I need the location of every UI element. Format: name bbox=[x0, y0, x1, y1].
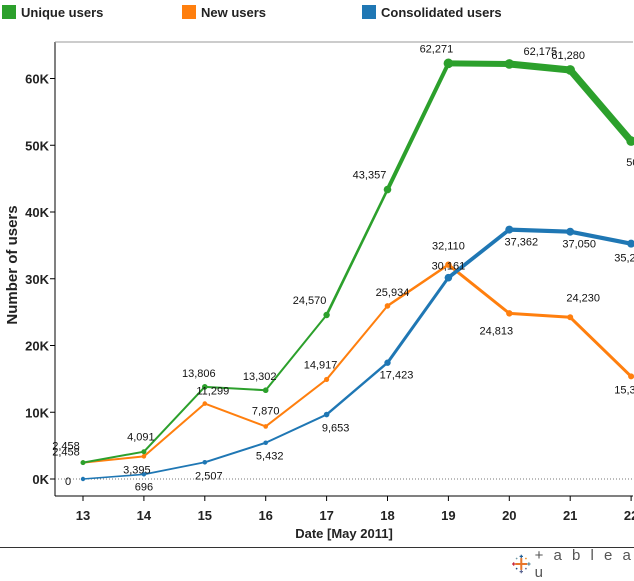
data-point-consolidated-users bbox=[81, 477, 85, 481]
line-segment-unique-users bbox=[570, 70, 631, 141]
y-tick-label: 50K bbox=[25, 138, 49, 153]
x-tick-label: 18 bbox=[380, 508, 394, 523]
data-label-new-users: 14,917 bbox=[304, 359, 338, 371]
data-label-unique-users: 50,629 bbox=[626, 157, 634, 169]
data-label-consolidated-users: 37,050 bbox=[562, 239, 596, 251]
line-segment-new-users bbox=[570, 317, 631, 376]
data-point-unique-users bbox=[505, 59, 515, 69]
data-point-consolidated-users bbox=[324, 412, 330, 418]
data-point-new-users bbox=[385, 303, 391, 309]
data-label-consolidated-users: 9,653 bbox=[322, 423, 350, 435]
line-segment-unique-users bbox=[509, 64, 570, 70]
data-label-new-users: 7,870 bbox=[252, 405, 280, 417]
data-label-new-users: 24,230 bbox=[566, 292, 600, 304]
data-label-new-users: 2,458 bbox=[52, 441, 80, 453]
data-point-unique-users bbox=[81, 460, 86, 465]
data-label-consolidated-users: 2,507 bbox=[195, 470, 223, 482]
tableau-logo: + a b l e a u bbox=[512, 553, 634, 575]
tableau-wordmark: + a b l e a u bbox=[535, 547, 634, 581]
series-new-users bbox=[81, 261, 634, 464]
data-point-consolidated-users bbox=[203, 460, 208, 465]
data-point-new-users bbox=[324, 377, 329, 382]
data-point-consolidated-users bbox=[445, 274, 453, 282]
x-tick-label: 15 bbox=[198, 508, 212, 523]
data-point-consolidated-users bbox=[384, 360, 390, 366]
data-point-unique-users bbox=[263, 387, 269, 393]
line-segment-consolidated-users bbox=[509, 230, 570, 232]
data-label-new-users: 25,934 bbox=[376, 287, 410, 299]
data-label-unique-users: 24,570 bbox=[293, 295, 327, 307]
x-tick-label: 22 bbox=[624, 508, 634, 523]
data-label-unique-users: 62,271 bbox=[420, 43, 454, 55]
y-tick-label: 40K bbox=[25, 205, 49, 220]
line-segment-new-users bbox=[509, 313, 570, 317]
y-axis-title: Number of users bbox=[4, 205, 21, 324]
series-unique-users bbox=[81, 59, 634, 466]
y-tick-label: 60K bbox=[25, 72, 49, 87]
data-label-new-users: 24,813 bbox=[479, 325, 513, 337]
data-point-new-users bbox=[203, 401, 208, 406]
data-point-consolidated-users bbox=[566, 228, 574, 236]
data-label-unique-users: 61,280 bbox=[551, 50, 585, 62]
data-label-consolidated-users: 30,161 bbox=[432, 261, 466, 273]
data-point-new-users bbox=[142, 454, 147, 459]
data-point-new-users bbox=[628, 373, 634, 379]
data-point-new-users bbox=[567, 314, 573, 320]
y-tick-label: 20K bbox=[25, 339, 49, 354]
y-tick-label: 0K bbox=[32, 472, 49, 487]
x-tick-label: 13 bbox=[76, 508, 90, 523]
x-axis-title: Date [May 2011] bbox=[295, 526, 393, 541]
data-label-consolidated-users: 37,362 bbox=[504, 237, 538, 249]
tableau-plus-icon bbox=[512, 553, 531, 575]
data-label-consolidated-users: 17,423 bbox=[380, 370, 414, 382]
data-point-consolidated-users bbox=[505, 226, 513, 234]
line-chart: 0K 10K 20K 30K 40K 50K 60K 13 14 15 16 17 18 19 20 21 22… bbox=[0, 0, 634, 545]
data-point-consolidated-users bbox=[627, 240, 634, 248]
data-label-consolidated-users: 0 bbox=[65, 476, 71, 488]
data-label-unique-users: 4,091 bbox=[127, 432, 155, 444]
data-label-consolidated-users: 35,258 bbox=[614, 253, 634, 265]
x-tick-label: 20 bbox=[502, 508, 516, 523]
data-point-unique-users bbox=[141, 449, 146, 454]
data-label-new-users: 15,371 bbox=[614, 384, 634, 396]
data-point-unique-users bbox=[444, 59, 454, 69]
series-consolidated-users bbox=[81, 226, 634, 482]
x-tick-label: 14 bbox=[137, 508, 152, 523]
line-segment-unique-users bbox=[448, 63, 509, 64]
x-tick-label: 19 bbox=[441, 508, 455, 523]
x-tick-label: 16 bbox=[258, 508, 272, 523]
data-label-consolidated-users: 696 bbox=[135, 481, 153, 493]
y-tick-label: 10K bbox=[25, 405, 49, 420]
data-point-consolidated-users bbox=[263, 440, 268, 445]
data-label-consolidated-users: 5,432 bbox=[256, 451, 284, 463]
data-label-unique-users: 43,357 bbox=[353, 170, 387, 182]
line-segment-new-users bbox=[144, 404, 205, 457]
x-tick-label: 17 bbox=[319, 508, 333, 523]
data-point-new-users bbox=[506, 310, 512, 316]
data-label-new-users: 32,110 bbox=[432, 241, 465, 253]
data-label-new-users: 11,299 bbox=[196, 386, 229, 398]
data-point-unique-users bbox=[565, 65, 575, 75]
data-label-new-users: 3,395 bbox=[123, 464, 151, 476]
data-point-unique-users bbox=[323, 312, 329, 318]
line-segment-unique-users bbox=[388, 63, 449, 189]
data-label-unique-users: 13,806 bbox=[182, 368, 216, 380]
data-point-unique-users bbox=[384, 186, 392, 194]
data-label-unique-users: 13,302 bbox=[243, 371, 277, 383]
x-tick-label: 21 bbox=[563, 508, 577, 523]
y-tick-label: 30K bbox=[25, 272, 49, 287]
data-point-new-users bbox=[263, 424, 268, 429]
